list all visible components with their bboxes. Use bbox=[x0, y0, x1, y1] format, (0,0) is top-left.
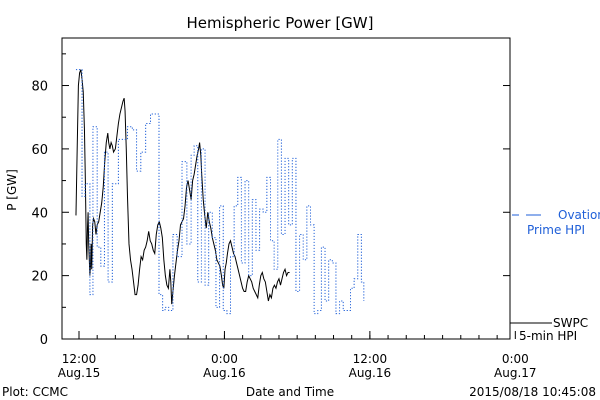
y-tick-label: 0 bbox=[40, 333, 48, 348]
footer-timestamp: 2015/08/18 10:45:08 bbox=[469, 385, 596, 399]
x-tick-date-label: Aug.16 bbox=[349, 366, 392, 380]
y-axis-ticks: 0 20 40 60 80 bbox=[31, 53, 510, 348]
x-tick-date-label: Aug.15 bbox=[58, 366, 101, 380]
y-axis-label: P [GW] bbox=[5, 169, 19, 211]
y-tick-label: 20 bbox=[31, 270, 48, 285]
x-axis-label: Date and Time bbox=[246, 385, 334, 399]
legend-swpc-line1: SWPC bbox=[553, 316, 588, 330]
x-tick-date-label: Aug.17 bbox=[494, 366, 537, 380]
legend-ovation-line2: Prime HPI bbox=[527, 223, 585, 237]
series-swpc-5min-hpi bbox=[75, 69, 290, 305]
y-tick-label: 60 bbox=[31, 143, 48, 158]
x-tick-time-label: 12:00 bbox=[62, 352, 97, 366]
series-ovation-prime-hpi bbox=[75, 69, 365, 315]
x-axis-ticks: 12:00Aug.150:00Aug.1612:00Aug.160:00Aug.… bbox=[58, 331, 537, 380]
plot-frame bbox=[61, 37, 511, 340]
x-tick-time-label: 0:00 bbox=[211, 352, 238, 366]
y-tick-label: 40 bbox=[31, 206, 48, 221]
x-tick-date-label: Aug.16 bbox=[203, 366, 246, 380]
x-tick-time-label: 0:00 bbox=[502, 352, 529, 366]
x-tick-time-label: 12:00 bbox=[353, 352, 388, 366]
series-layer bbox=[75, 69, 365, 315]
y-tick-label: 80 bbox=[31, 80, 48, 95]
chart-title: Hemispheric Power [GW] bbox=[187, 14, 374, 32]
legend-swpc-line2: 5-min HPI bbox=[519, 329, 577, 343]
legend-ovation-line1: Ovation bbox=[558, 208, 600, 222]
footer-plot-credit: Plot: CCMC bbox=[2, 385, 68, 399]
